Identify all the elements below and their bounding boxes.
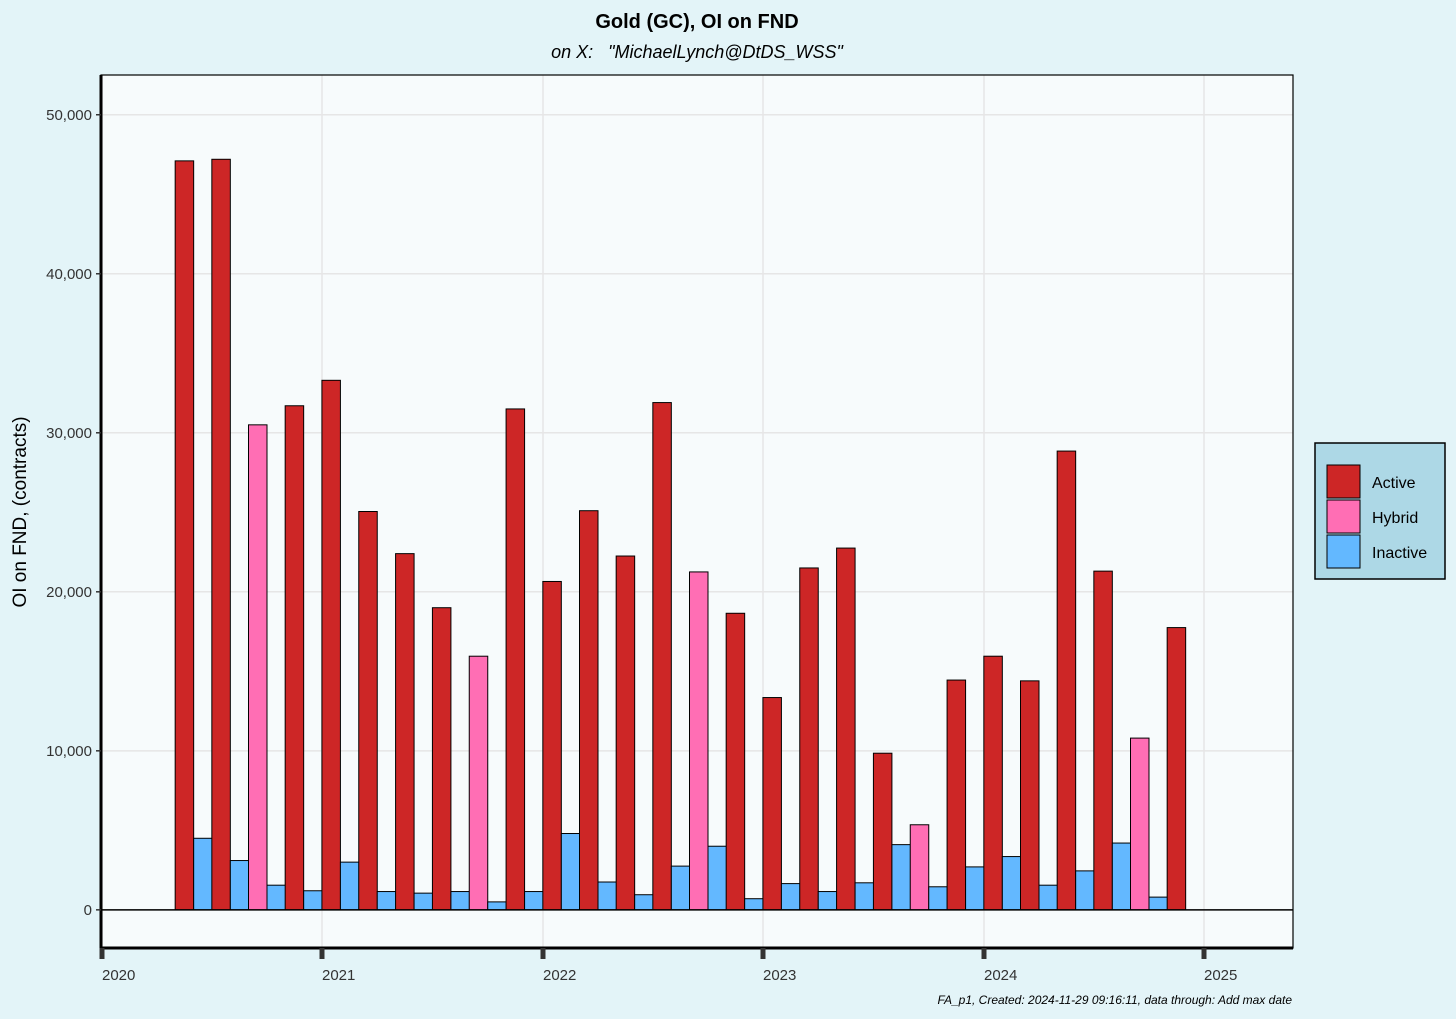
bar-inactive [229, 860, 250, 911]
x-axis-ticks: 2020 2021 2022 2023 2024 2025 [99, 948, 1237, 984]
y-axis-label: OI on FND, (contracts) [10, 416, 31, 607]
bar-active [946, 679, 967, 911]
bar-inactive [891, 844, 911, 911]
bar-active [872, 752, 893, 911]
y-tick-label: 10,000 [46, 743, 92, 760]
bar-inactive [303, 890, 323, 911]
bar-inactive [597, 881, 617, 911]
bar-inactive [560, 833, 581, 911]
y-tick-label: 20,000 [46, 584, 92, 601]
bar-inactive [1111, 842, 1132, 911]
x-tick-mark [760, 948, 766, 959]
bar-active [615, 555, 636, 911]
bar-inactive [965, 866, 985, 911]
bar-inactive [744, 898, 764, 911]
bar-inactive [339, 861, 360, 911]
bar-active [174, 160, 195, 911]
bar-inactive [1075, 870, 1095, 911]
legend-swatch-inactive [1326, 534, 1361, 569]
bar-active [652, 402, 672, 911]
bar-inactive [670, 865, 691, 911]
bar-hybrid [248, 424, 268, 911]
bar-inactive [780, 883, 801, 911]
bar-active [505, 408, 526, 911]
legend-swatch-active [1326, 464, 1361, 499]
bar-active [762, 697, 782, 911]
legend-label-active: Active [1372, 475, 1416, 492]
bar-inactive [266, 884, 286, 911]
bar-active [284, 405, 305, 911]
bar-hybrid [689, 571, 709, 911]
bar-inactive [634, 894, 654, 911]
legend-swatch-hybrid [1326, 499, 1361, 534]
x-tick-mark [981, 948, 987, 959]
bar-active [1020, 680, 1040, 911]
bar-inactive [707, 845, 727, 911]
bar-active [1093, 570, 1113, 911]
legend-label-inactive: Inactive [1372, 545, 1427, 562]
y-tick-label: 30,000 [46, 425, 92, 442]
bar-active [542, 580, 562, 911]
x-tick-label: 2024 [984, 967, 1017, 984]
bar-active [983, 655, 1003, 911]
bar-active [321, 379, 341, 911]
bar-active [431, 607, 452, 911]
x-tick-label: 2020 [102, 967, 135, 984]
bar-active [211, 158, 231, 911]
x-tick-label: 2022 [543, 967, 576, 984]
bar-inactive [376, 891, 397, 911]
y-tick-label: 40,000 [46, 266, 92, 283]
x-tick-mark [319, 948, 325, 959]
bar-inactive [854, 882, 875, 911]
bar-inactive [1001, 856, 1022, 911]
y-tick-label: 0 [84, 902, 92, 919]
bar-active [836, 547, 856, 911]
bar-active [358, 511, 378, 911]
bar-active [395, 553, 415, 911]
chart-subtitle: on X: "MichaelLynch@DtDS_WSS" [551, 42, 844, 62]
bar-inactive [1038, 884, 1058, 911]
x-tick-mark [1201, 948, 1207, 959]
bar-inactive [450, 891, 470, 911]
x-tick-mark [99, 948, 105, 959]
bar-active [1166, 627, 1187, 911]
y-axis-ticks: 0 10,000 20,000 30,000 40,000 50,000 [46, 107, 101, 919]
caption: FA_p1, Created: 2024-11-29 09:16:11, dat… [938, 993, 1293, 1007]
legend: Active Hybrid Inactive [1314, 442, 1446, 580]
legend-label-hybrid: Hybrid [1372, 510, 1418, 527]
bar-inactive [928, 886, 948, 911]
bar-hybrid [909, 824, 930, 911]
bar-active [579, 510, 599, 911]
bar-hybrid [1130, 737, 1150, 911]
bar-active [725, 612, 746, 911]
bar-inactive [193, 837, 213, 911]
bar-active [799, 567, 819, 911]
chart-title: Gold (GC), OI on FND [595, 11, 798, 33]
bar-active [1056, 450, 1077, 911]
bar-inactive [487, 901, 507, 911]
bar-inactive [817, 891, 838, 911]
bar-inactive [1148, 896, 1168, 911]
x-tick-label: 2025 [1204, 967, 1237, 984]
x-tick-mark [540, 948, 546, 959]
x-tick-label: 2021 [322, 967, 355, 984]
bar-inactive [524, 891, 544, 911]
bar-inactive [413, 892, 434, 911]
x-tick-label: 2023 [763, 967, 796, 984]
bar-hybrid [468, 655, 489, 911]
y-tick-label: 50,000 [46, 107, 92, 124]
